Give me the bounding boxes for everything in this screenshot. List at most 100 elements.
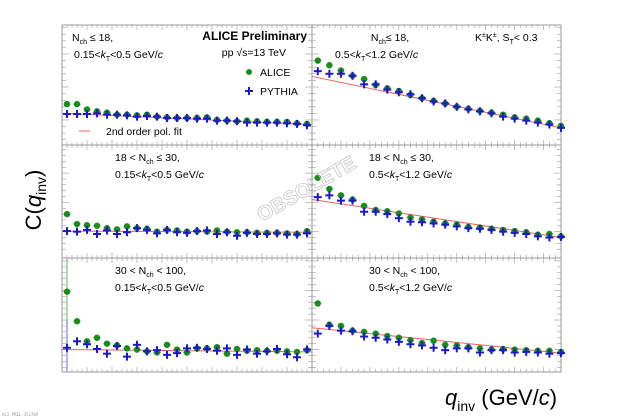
pythia-point (203, 344, 211, 353)
pythia-point (348, 71, 357, 80)
pythia-point (183, 344, 191, 353)
alice-point (326, 62, 333, 69)
pythia-point (263, 118, 271, 127)
pythia-point (283, 350, 291, 359)
pythia-point (475, 348, 484, 357)
pythia-point (533, 118, 542, 127)
pythia-point (213, 116, 221, 125)
pythia-point (499, 112, 508, 121)
pythia-point (143, 225, 151, 234)
panel-r3c2: 30 < Nch < 100, 0.5<kT<1.2 GeV/c (311, 257, 565, 373)
pythia-point (464, 224, 473, 233)
pythia-point (243, 345, 251, 354)
pythia-point (243, 118, 251, 127)
alice-point (73, 318, 81, 325)
pythia-point (487, 225, 496, 234)
pythia-point (163, 113, 171, 122)
pythia-point (452, 222, 461, 231)
pythia-point (313, 67, 322, 76)
alice-point (441, 341, 449, 349)
pythia-point (273, 229, 281, 238)
pythia-point (283, 119, 291, 128)
pythia-point (73, 337, 81, 346)
panel-label-kt: 0.5<kT<1.2 GeV/c (369, 169, 453, 183)
alice-point (430, 337, 437, 344)
alice-point (63, 210, 71, 218)
panels: Nch ≤ 18, 0.15<kT<0.5 GeV/c Nch≤ 18, 0.5<kT… (61, 24, 565, 373)
pythia-point (133, 112, 141, 121)
pythia-point (173, 349, 181, 358)
legend-alice-label: ALICE (260, 67, 290, 79)
alice-point (113, 226, 121, 233)
pythia-point (522, 116, 531, 125)
alice-point (293, 348, 301, 356)
pythia-point (406, 90, 415, 99)
pythia-point (510, 114, 519, 123)
pythia-point (325, 321, 334, 330)
pythia-point (93, 229, 101, 238)
pythia-point (303, 121, 311, 130)
pythia-point (253, 118, 261, 127)
pythia-point (123, 111, 131, 120)
pythia-point (371, 333, 380, 342)
pythia-point (173, 228, 181, 237)
alice-point (326, 185, 333, 193)
pythia-point (93, 344, 101, 353)
pythia-point (441, 99, 450, 108)
alice-point (337, 192, 345, 199)
pythia-point (383, 85, 392, 94)
pythia-point (522, 347, 531, 356)
pythia-point (143, 347, 151, 356)
legend: ALICE PYTHIA 2nd order pol. fit (79, 67, 298, 138)
y-axis-title: C(qinv) (21, 170, 49, 231)
alice-point (83, 222, 91, 229)
pythia-point (83, 340, 91, 349)
alice-point (183, 349, 191, 356)
pythia-point (475, 107, 484, 116)
pythia-point (153, 346, 161, 355)
pythia-point (153, 229, 161, 238)
chart-title: ALICE Preliminary (202, 29, 307, 43)
pythia-point (83, 225, 91, 234)
pythia-point (103, 226, 111, 235)
pythia-point (487, 109, 496, 118)
pythia-point (557, 232, 565, 241)
pythia-point (383, 210, 392, 219)
alice-point (133, 346, 141, 353)
pythia-point (522, 229, 531, 238)
pythia-point (360, 207, 369, 216)
pythia-point (545, 233, 554, 242)
alice-point (395, 210, 403, 217)
pythia-point (163, 350, 171, 359)
pythia-point (253, 229, 261, 238)
pythia-point (360, 332, 369, 341)
alice-point (103, 340, 111, 347)
system-label: K±K±, ST< 0.3 (475, 32, 538, 46)
pythia-point (263, 347, 271, 356)
pythia-point (406, 340, 415, 349)
panel-label-nch: 30 < Nch < 100, (115, 265, 186, 279)
pythia-point (557, 123, 565, 132)
pythia-point (394, 337, 403, 346)
alice-point (123, 345, 131, 352)
panel-r2c2: 18 < Nch ≤ 30, 0.5<kT<1.2 GeV/c (311, 144, 565, 259)
pythia-point (133, 340, 141, 349)
pythia-point (243, 228, 251, 237)
pythia-point (253, 349, 261, 358)
panel-label-kt: 0.15<kT<0.5 GeV/c (115, 169, 205, 183)
pythia-point (293, 353, 301, 362)
alice-point (314, 174, 321, 181)
x-axis-title: qinv (GeV/c) (445, 385, 557, 414)
pythia-point (93, 109, 101, 118)
pythia-point (293, 230, 301, 239)
alice-point (63, 100, 71, 108)
alice-point (163, 341, 171, 349)
panel-label-nch: 18 < Nch ≤ 30, (115, 152, 180, 166)
pythia-point (223, 116, 231, 125)
panel-r3c1: 30 < Nch < 100, 0.15<kT<0.5 GeV/c (61, 257, 313, 373)
panel-label-kt: 0.15<kT<0.5 GeV/c (115, 282, 205, 296)
panel-label-nch: Nch ≤ 18, (72, 32, 113, 46)
pythia-point (418, 94, 427, 103)
pythia-point (193, 114, 201, 123)
pythia-point (452, 102, 461, 111)
